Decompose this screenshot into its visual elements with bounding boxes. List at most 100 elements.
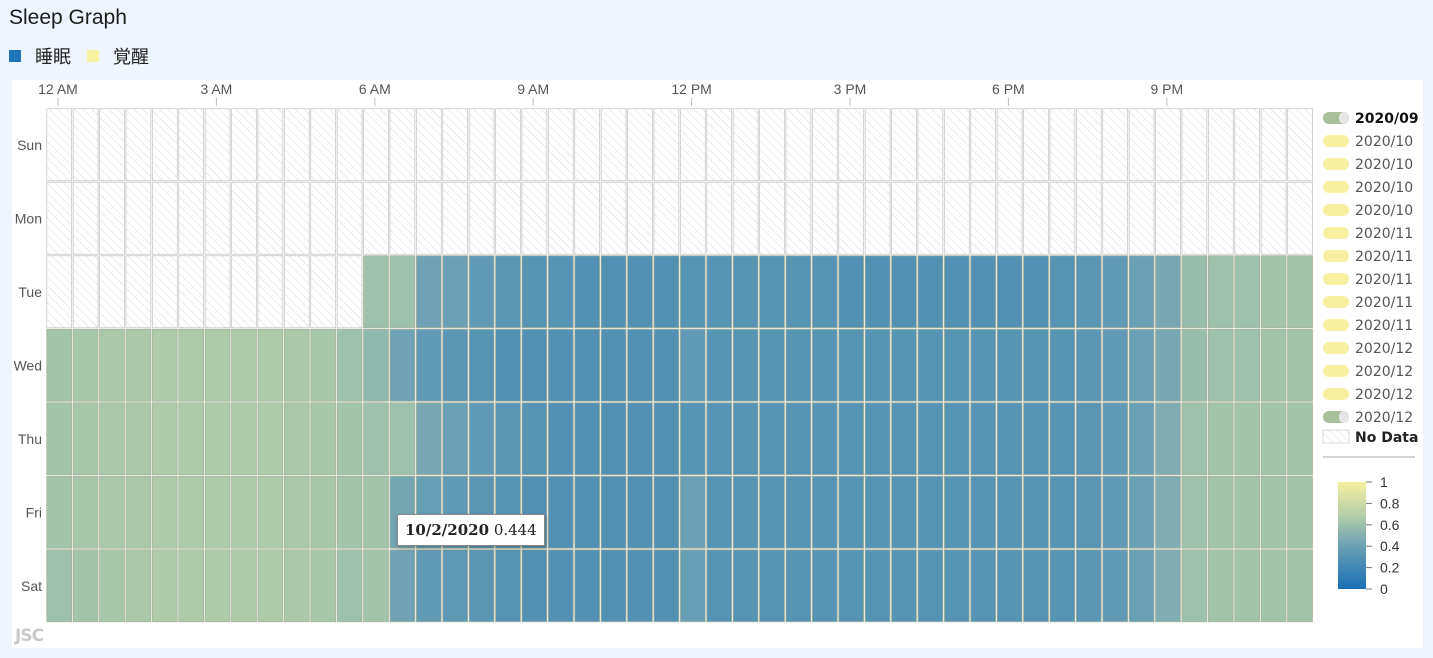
heatmap-cell[interactable] xyxy=(1207,402,1234,476)
heatmap-cell[interactable] xyxy=(1181,328,1208,402)
heatmap-cell[interactable] xyxy=(283,549,310,623)
heatmap-cell[interactable] xyxy=(838,549,865,623)
heatmap-cell[interactable] xyxy=(415,181,442,255)
heatmap-cell[interactable] xyxy=(653,255,680,329)
heatmap-cell[interactable] xyxy=(72,475,99,549)
heatmap-cell[interactable] xyxy=(838,402,865,476)
heatmap-cell[interactable] xyxy=(943,402,970,476)
heatmap-cell[interactable] xyxy=(547,475,574,549)
heatmap-cell[interactable] xyxy=(627,255,653,329)
heatmap-cell[interactable] xyxy=(600,402,627,476)
heatmap-cell[interactable] xyxy=(1287,402,1313,476)
month-legend-swatch[interactable] xyxy=(1323,250,1349,262)
heatmap-cell[interactable] xyxy=(1155,328,1181,402)
heatmap-cell[interactable] xyxy=(257,402,284,476)
month-legend-swatch[interactable] xyxy=(1323,388,1349,400)
heatmap-cell[interactable] xyxy=(125,402,152,476)
heatmap-cell[interactable] xyxy=(732,402,759,476)
heatmap-cell[interactable] xyxy=(679,402,706,476)
heatmap-cell[interactable] xyxy=(283,108,310,182)
heatmap-cell[interactable] xyxy=(99,255,125,329)
heatmap-cell[interactable] xyxy=(1075,549,1102,623)
heatmap-cell[interactable] xyxy=(653,549,680,623)
heatmap-cell[interactable] xyxy=(151,328,178,402)
heatmap-cell[interactable] xyxy=(653,402,680,476)
heatmap-cell[interactable] xyxy=(257,108,284,182)
month-legend-swatch[interactable] xyxy=(1323,342,1349,354)
heatmap-cell[interactable] xyxy=(1049,108,1076,182)
heatmap-cell[interactable] xyxy=(1023,328,1049,402)
heatmap-cell[interactable] xyxy=(785,549,812,623)
heatmap-cell[interactable] xyxy=(1128,108,1155,182)
heatmap-cell[interactable] xyxy=(204,108,231,182)
heatmap-cell[interactable] xyxy=(891,402,917,476)
heatmap-cell[interactable] xyxy=(917,255,944,329)
heatmap-cell[interactable] xyxy=(72,108,99,182)
heatmap-cell[interactable] xyxy=(785,181,812,255)
heatmap-cell[interactable] xyxy=(283,328,310,402)
heatmap-cell[interactable] xyxy=(838,475,865,549)
heatmap-cell[interactable] xyxy=(1023,475,1049,549)
heatmap-cell[interactable] xyxy=(442,181,469,255)
heatmap-cell[interactable] xyxy=(336,328,363,402)
heatmap-cell[interactable] xyxy=(257,549,284,623)
heatmap-cell[interactable] xyxy=(943,549,970,623)
heatmap-cell[interactable] xyxy=(1075,108,1102,182)
heatmap-cell[interactable] xyxy=(864,475,891,549)
heatmap-cell[interactable] xyxy=(600,328,627,402)
heatmap-cell[interactable] xyxy=(1128,402,1155,476)
heatmap-cell[interactable] xyxy=(1181,475,1208,549)
heatmap-cell[interactable] xyxy=(72,328,99,402)
heatmap-cell[interactable] xyxy=(732,108,759,182)
heatmap-cell[interactable] xyxy=(1181,402,1208,476)
heatmap-cell[interactable] xyxy=(257,255,284,329)
heatmap-cell[interactable] xyxy=(1049,475,1076,549)
heatmap-cell[interactable] xyxy=(363,475,389,549)
heatmap-cell[interactable] xyxy=(574,402,601,476)
heatmap-cell[interactable] xyxy=(1181,108,1208,182)
heatmap-cell[interactable] xyxy=(1102,108,1129,182)
heatmap-cell[interactable] xyxy=(310,549,337,623)
heatmap-cell[interactable] xyxy=(415,402,442,476)
heatmap-cell[interactable] xyxy=(204,475,231,549)
heatmap-cell[interactable] xyxy=(679,181,706,255)
heatmap-cell[interactable] xyxy=(46,549,73,623)
heatmap-cell[interactable] xyxy=(600,549,627,623)
heatmap-cell[interactable] xyxy=(204,255,231,329)
legend-swatch-sleep[interactable] xyxy=(9,50,21,62)
heatmap-cell[interactable] xyxy=(864,108,891,182)
heatmap-cell[interactable] xyxy=(917,549,944,623)
heatmap-cell[interactable] xyxy=(1287,255,1313,329)
heatmap-cell[interactable] xyxy=(415,549,442,623)
heatmap-cell[interactable] xyxy=(1207,475,1234,549)
month-legend-swatch[interactable] xyxy=(1323,227,1349,239)
heatmap-cell[interactable] xyxy=(759,475,785,549)
heatmap-cell[interactable] xyxy=(970,402,997,476)
heatmap-cell[interactable] xyxy=(521,402,548,476)
heatmap-cell[interactable] xyxy=(99,181,125,255)
heatmap-cell[interactable] xyxy=(231,549,257,623)
month-legend-label[interactable]: 2020/09 xyxy=(1355,111,1419,127)
heatmap-cell[interactable] xyxy=(1260,108,1287,182)
heatmap-cell[interactable] xyxy=(468,549,495,623)
heatmap-cell[interactable] xyxy=(1049,402,1076,476)
heatmap-cell[interactable] xyxy=(46,108,73,182)
legend-label-awake[interactable]: 覚醒 xyxy=(113,47,149,67)
heatmap-cell[interactable] xyxy=(891,255,917,329)
heatmap-cell[interactable] xyxy=(1155,181,1181,255)
heatmap-cell[interactable] xyxy=(468,328,495,402)
heatmap-cell[interactable] xyxy=(415,108,442,182)
heatmap-cell[interactable] xyxy=(627,328,653,402)
heatmap-cell[interactable] xyxy=(125,475,152,549)
heatmap-cell[interactable] xyxy=(706,108,733,182)
heatmap-cell[interactable] xyxy=(495,549,521,623)
heatmap-cell[interactable] xyxy=(574,549,601,623)
heatmap-cell[interactable] xyxy=(759,549,785,623)
heatmap-cell[interactable] xyxy=(310,475,337,549)
month-legend-label[interactable]: 2020/11 xyxy=(1355,226,1413,242)
heatmap-cell[interactable] xyxy=(970,108,997,182)
heatmap-cell[interactable] xyxy=(283,475,310,549)
heatmap-cell[interactable] xyxy=(99,108,125,182)
heatmap-cell[interactable] xyxy=(811,402,838,476)
heatmap-cell[interactable] xyxy=(151,549,178,623)
